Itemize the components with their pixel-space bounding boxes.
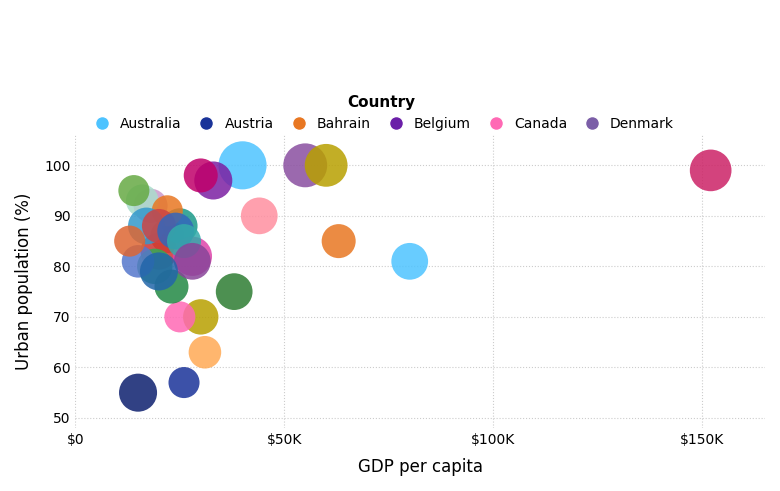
Point <box>140 222 153 230</box>
Point <box>153 268 165 275</box>
Point <box>153 222 165 230</box>
Point <box>148 263 161 271</box>
Point <box>299 162 311 169</box>
Point <box>403 257 416 265</box>
Point <box>178 237 190 245</box>
Point <box>186 257 199 265</box>
Point <box>161 207 173 215</box>
Point <box>132 257 144 265</box>
Point <box>178 379 190 386</box>
Point <box>132 389 144 397</box>
Point <box>253 212 265 220</box>
Point <box>207 177 219 185</box>
X-axis label: GDP per capita: GDP per capita <box>358 458 483 476</box>
Point <box>153 247 165 255</box>
Point <box>320 162 332 169</box>
Point <box>228 288 240 296</box>
Point <box>194 313 207 321</box>
Point <box>704 166 717 174</box>
Point <box>161 232 173 240</box>
Point <box>332 237 345 245</box>
Point <box>174 313 186 321</box>
Y-axis label: Urban population (%): Urban population (%) <box>15 193 33 370</box>
Point <box>136 197 148 205</box>
Point <box>194 171 207 179</box>
Point <box>169 227 182 235</box>
Legend: Australia, Austria, Bahrain, Belgium, Canada, Denmark: Australia, Austria, Bahrain, Belgium, Ca… <box>83 89 679 136</box>
Point <box>165 283 178 291</box>
Point <box>199 348 211 356</box>
Point <box>123 237 136 245</box>
Point <box>144 202 157 210</box>
Point <box>128 187 140 194</box>
Point <box>236 162 249 169</box>
Point <box>186 252 199 260</box>
Point <box>174 222 186 230</box>
